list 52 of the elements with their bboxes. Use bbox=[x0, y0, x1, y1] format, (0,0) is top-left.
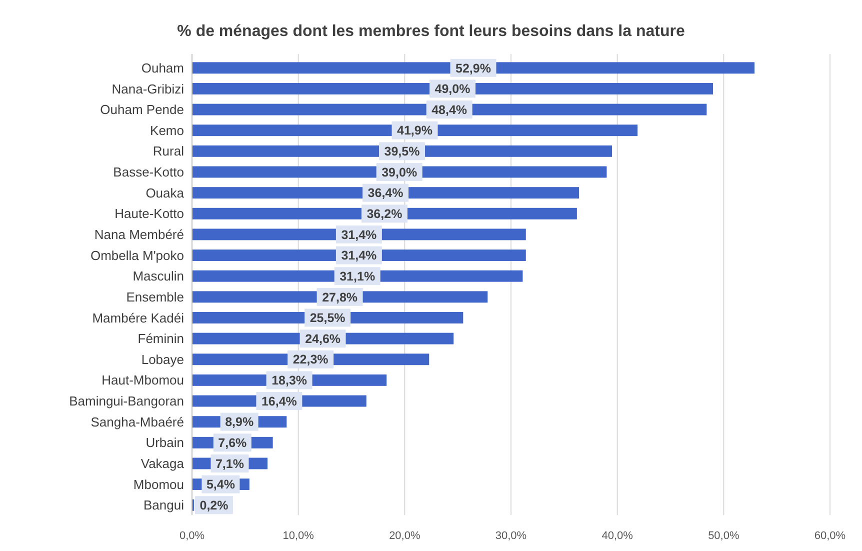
chart-title: % de ménages dont les membres font leurs besoins dans la nature bbox=[177, 23, 685, 40]
x-tick-label: 20,0% bbox=[389, 530, 420, 542]
data-label: 48,4% bbox=[432, 102, 468, 117]
y-tick-label: Ouham Pende bbox=[100, 102, 184, 118]
y-tick-label: Vakaga bbox=[140, 456, 185, 472]
data-label: 5,4% bbox=[206, 478, 235, 492]
data-label: 41,9% bbox=[397, 124, 432, 138]
y-tick-label: Kemo bbox=[150, 122, 184, 138]
data-label: 31,4% bbox=[341, 248, 377, 263]
x-tick-label: 30,0% bbox=[495, 530, 527, 542]
y-tick-label: Ouaka bbox=[146, 185, 185, 200]
y-tick-label: Féminin bbox=[138, 331, 184, 346]
y-tick-label: Ombella M'poko bbox=[90, 248, 184, 263]
x-tick-label: 40,0% bbox=[602, 530, 634, 542]
x-tick-label: 0,0% bbox=[179, 530, 205, 542]
data-label: 36,4% bbox=[368, 186, 404, 200]
data-label: 25,5% bbox=[310, 311, 346, 326]
data-label: 31,4% bbox=[341, 228, 377, 242]
data-label: 16,4% bbox=[261, 394, 297, 408]
data-label: 18,3% bbox=[272, 374, 308, 388]
y-tick-label: Sangha-Mbaéré bbox=[90, 414, 184, 430]
x-tick-label: 50,0% bbox=[708, 530, 740, 542]
y-tick-label: Haute-Kotto bbox=[114, 206, 184, 222]
y-tick-label: Nana-Gribizi bbox=[112, 81, 184, 96]
data-label: 7,1% bbox=[216, 456, 244, 471]
data-label: 49,0% bbox=[434, 82, 470, 96]
y-tick-label: Mbomou bbox=[133, 476, 184, 492]
y-tick-label: Ensemble bbox=[126, 289, 184, 304]
y-tick-label: Ouham bbox=[141, 60, 184, 76]
y-tick-label: Bamingui-Bangoran bbox=[69, 394, 184, 409]
data-label: 39,5% bbox=[384, 144, 420, 159]
y-tick-label: Nana Membéré bbox=[94, 227, 184, 242]
data-label: 39,0% bbox=[382, 165, 418, 180]
y-tick-label: Lobaye bbox=[141, 352, 184, 367]
data-label: 7,6% bbox=[218, 436, 247, 450]
data-label: 24,6% bbox=[305, 332, 341, 346]
y-tick-label: Basse-Kotto bbox=[113, 164, 184, 180]
data-label: 27,8% bbox=[322, 290, 358, 304]
y-tick-label: Urbain bbox=[146, 435, 184, 450]
x-tick-label: 60,0% bbox=[814, 530, 846, 542]
data-label: 36,2% bbox=[366, 207, 402, 222]
y-tick-label: Bangui bbox=[144, 498, 184, 513]
data-label: 31,1% bbox=[340, 269, 376, 284]
data-label: 0,2% bbox=[200, 498, 228, 512]
y-tick-label: Rural bbox=[152, 144, 184, 159]
y-tick-label: Mambére Kadéi bbox=[92, 310, 184, 326]
y-tick-label: Masculin bbox=[132, 268, 184, 284]
x-tick-label: 10,0% bbox=[282, 530, 314, 542]
data-label: 8,9% bbox=[225, 415, 254, 430]
data-label: 22,3% bbox=[292, 352, 328, 367]
data-label: 52,9% bbox=[456, 61, 491, 76]
y-tick-label: Haut-Mbomou bbox=[102, 372, 184, 388]
